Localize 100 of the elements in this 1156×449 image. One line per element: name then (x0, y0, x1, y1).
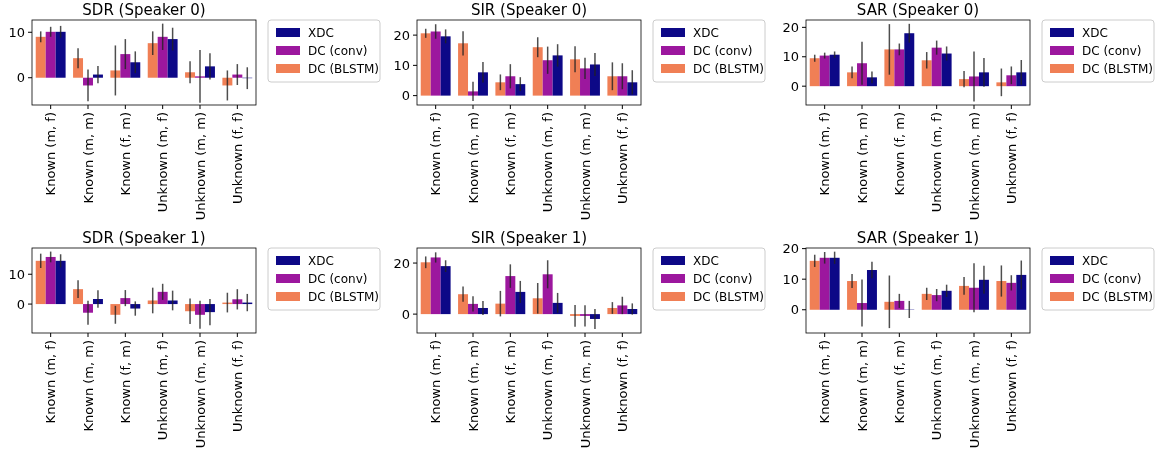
bar (45, 31, 56, 78)
y-tick-label: 0 (790, 302, 799, 318)
legend-label: XDC (308, 254, 334, 269)
bar (430, 257, 441, 315)
bar (866, 270, 877, 310)
bar (45, 256, 56, 305)
x-tick-label: Unknown (m, m) (966, 340, 982, 449)
bar (617, 305, 628, 315)
bar (420, 33, 431, 96)
y-tick-label: 0 (401, 88, 410, 104)
bar (617, 76, 628, 96)
legend-label: DC (conv) (693, 272, 753, 287)
bar (495, 82, 506, 96)
bar (1016, 274, 1027, 310)
bar (420, 262, 431, 315)
x-tick-label: Unknown (m, f) (155, 340, 171, 441)
bar (931, 47, 942, 87)
y-tick-label: 0 (16, 70, 25, 86)
bar (627, 82, 638, 96)
bar (157, 36, 168, 78)
x-tick-label: Unknown (m, f) (540, 340, 556, 441)
x-tick-label: Known (f, m) (891, 112, 907, 196)
x-tick-label: Unknown (m, m) (192, 112, 208, 221)
bar (959, 285, 970, 310)
x-tick-label: Unknown (m, f) (929, 340, 945, 441)
legend-label: DC (BLSTM) (1082, 290, 1154, 305)
bar (580, 68, 590, 96)
legend-label: DC (conv) (308, 272, 368, 287)
bar (130, 304, 141, 309)
bar (904, 33, 915, 87)
bar (589, 64, 600, 96)
bar (505, 276, 516, 315)
bar (884, 301, 895, 310)
legend-label: DC (conv) (693, 44, 753, 59)
legend-label: XDC (693, 26, 719, 41)
y-tick-label: 10 (8, 24, 25, 40)
bar (921, 60, 932, 87)
legend-label: DC (BLSTM) (693, 62, 765, 77)
bar (996, 281, 1007, 310)
y-tick-label: 10 (782, 271, 799, 287)
bar (829, 257, 840, 310)
bar (458, 294, 469, 315)
y-tick-label: 20 (782, 19, 799, 35)
x-tick-label: Known (m, m) (80, 340, 96, 432)
y-tick-label: 20 (393, 27, 410, 43)
y-tick-label: 0 (16, 296, 25, 312)
x-tick-label: Known (m, f) (817, 340, 833, 424)
bar (921, 293, 932, 310)
bar (847, 281, 858, 310)
bar (55, 31, 66, 78)
x-tick-label: Known (m, f) (43, 112, 59, 196)
bar (607, 76, 618, 96)
bar (440, 266, 451, 315)
x-tick-label: Known (m, f) (428, 340, 444, 424)
legend-label: DC (BLSTM) (1082, 62, 1154, 77)
bar (542, 274, 553, 315)
bar (809, 260, 820, 310)
x-tick-label: Known (m, m) (854, 112, 870, 204)
x-tick-label: Known (m, f) (43, 340, 59, 424)
bar (55, 260, 66, 305)
chart-title: SDR (Speaker 1) (82, 229, 206, 247)
x-tick-label: Known (m, m) (80, 112, 96, 204)
bar (110, 70, 121, 78)
chart-title: SIR (Speaker 1) (470, 229, 588, 247)
bar (477, 72, 488, 96)
x-tick-label: Unknown (m, f) (929, 112, 945, 213)
bar (941, 53, 952, 87)
bar (147, 300, 158, 305)
bar (515, 84, 526, 96)
bar (167, 300, 178, 305)
legend-label: XDC (1082, 254, 1108, 269)
x-tick-label: Known (f, m) (117, 112, 133, 196)
chart-title: SAR (Speaker 1) (856, 229, 980, 247)
bar (167, 39, 178, 78)
bar (996, 82, 1007, 87)
bar (430, 31, 441, 96)
y-tick-label: 0 (401, 306, 410, 322)
bar (440, 36, 451, 96)
x-tick-label: Unknown (m, m) (192, 340, 208, 449)
x-tick-label: Known (m, m) (465, 340, 481, 432)
bar (157, 291, 168, 305)
bar (809, 58, 820, 87)
x-tick-label: Known (f, m) (502, 340, 518, 424)
bar (515, 291, 526, 315)
bar (941, 290, 952, 310)
x-tick-label: Unknown (m, m) (577, 340, 593, 449)
bar (110, 304, 121, 315)
x-tick-label: Unknown (f, f) (1003, 340, 1019, 433)
x-tick-label: Known (m, m) (854, 340, 870, 432)
x-tick-label: Known (m, m) (465, 112, 481, 204)
bar (542, 60, 553, 96)
bar (532, 47, 543, 96)
legend-label: XDC (693, 254, 719, 269)
legend-label: DC (conv) (308, 44, 368, 59)
chart-title: SIR (Speaker 0) (470, 1, 588, 19)
y-tick-label: 0 (790, 78, 799, 94)
legend-label: DC (conv) (1082, 272, 1142, 287)
x-tick-label: Known (m, f) (428, 112, 444, 196)
bar (1006, 75, 1017, 87)
y-tick-label: 10 (393, 57, 410, 73)
